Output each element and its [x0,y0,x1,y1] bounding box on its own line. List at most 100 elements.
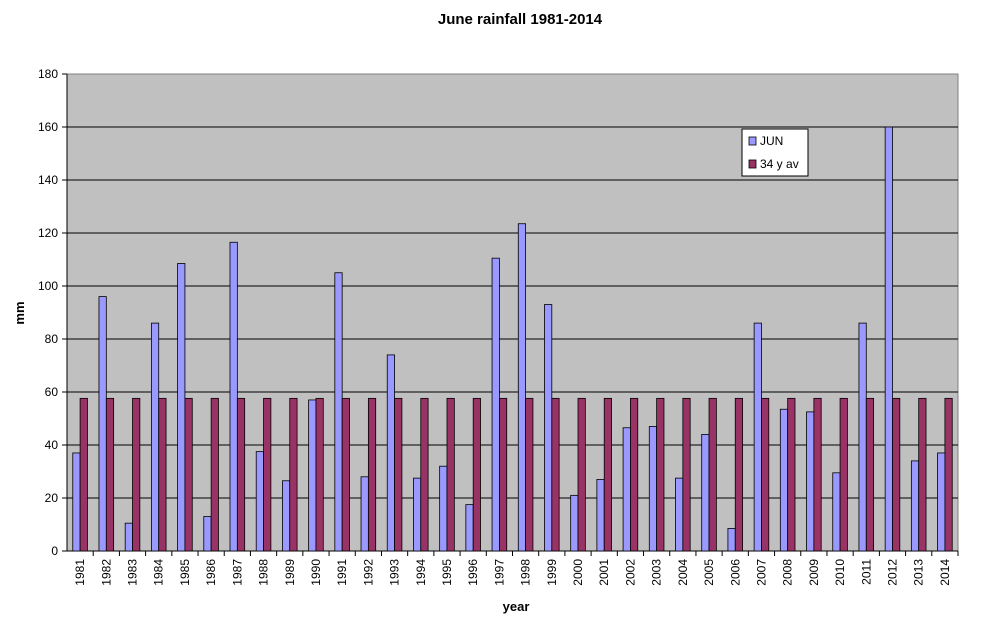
bar-average [682,397,691,552]
bar-jun [72,452,81,552]
x-tick-label: 2007 [754,559,768,586]
x-tick-label: 2001 [597,559,611,586]
bar-jun [727,528,736,552]
bar-average [394,397,403,552]
bar-jun [360,476,369,552]
y-tick-label: 40 [45,438,59,452]
x-tick-label: 2009 [807,559,821,586]
legend-label: 34 y av [760,157,799,171]
x-tick-label: 2011 [859,559,873,585]
bar-average [839,397,848,552]
bar-average [656,397,665,552]
x-tick-label: 1994 [414,559,428,586]
bar-jun [910,460,920,552]
bar-jun [884,126,893,552]
bar-average [892,397,901,552]
y-axis-title: mm [12,301,27,324]
bar-average [603,397,612,552]
bar-average [132,397,141,552]
bar-jun [465,504,474,552]
x-tick-label: 1998 [519,559,533,586]
bar-average [865,397,875,552]
y-tick-label: 120 [38,226,58,240]
x-tick-label: 2013 [912,559,926,586]
bar-average [420,397,429,552]
bar-jun [98,296,107,552]
bar-average [551,397,560,552]
y-tick-label: 140 [38,173,58,187]
bar-jun [255,451,264,552]
x-tick-label: 1992 [361,559,375,586]
x-tick-label: 2002 [623,559,637,586]
bar-average [105,397,115,552]
bar-average [761,397,770,552]
bar-average [813,397,822,552]
x-tick-label: 1990 [309,559,323,586]
legend-label: JUN [760,134,783,148]
bar-average [525,397,534,552]
bar-jun [675,477,684,552]
bar-average [158,397,167,552]
bar-average [184,397,193,552]
x-tick-label: 2014 [938,559,952,586]
bar-jun [570,494,579,552]
bar-jun [150,322,160,552]
bar-jun [596,479,605,552]
legend-swatch [748,159,757,169]
x-tick-label: 2006 [728,559,742,586]
bar-jun [779,408,789,552]
x-tick-label: 1988 [257,559,271,586]
x-tick-label: 2003 [650,559,664,586]
x-tick-label: 1989 [283,559,297,586]
bar-jun [937,452,946,552]
bar-jun [622,427,631,552]
bar-average [630,397,639,552]
bar-average [944,397,953,552]
x-tick-label: 1999 [545,559,559,586]
bar-jun [124,522,133,552]
y-tick-label: 80 [45,332,59,346]
x-tick-label: 1982 [99,559,113,586]
x-tick-label: 1993 [388,559,402,586]
y-tick-label: 100 [38,279,58,293]
bar-jun [517,223,527,552]
x-tick-label: 1987 [230,559,244,586]
bar-jun [203,516,212,552]
x-tick-label: 1996 [466,559,480,586]
y-tick-label: 160 [38,120,58,134]
bar-average [787,397,796,552]
bar-average [498,397,508,552]
bar-average [446,397,455,552]
bar-jun [753,322,762,552]
plot-background [66,73,959,552]
x-tick-label: 1983 [126,559,140,586]
bar-average [236,397,246,552]
bar-jun [308,399,317,552]
bar-jun [858,322,867,552]
bar-average [367,397,377,552]
y-tick-label: 60 [45,385,59,399]
bar-average [708,397,717,552]
x-tick-label: 1984 [152,559,166,586]
x-tick-label: 2000 [571,559,585,586]
bar-jun [177,263,186,552]
x-tick-label: 2010 [833,559,847,586]
bar-average [315,397,324,552]
bar-average [210,397,219,552]
x-tick-label: 1995 [440,559,454,586]
legend: JUN 34 y av [741,128,809,177]
x-axis-title: year [503,599,530,614]
bar-average [472,397,481,552]
bar-jun [701,433,710,552]
bar-average [79,397,88,552]
chart-title: June rainfall 1981-2014 [438,11,603,28]
bar-jun [334,272,343,552]
y-tick-label: 180 [38,67,58,81]
bar-jun [386,354,395,552]
bar-jun [229,241,238,552]
x-tick-label: 2005 [702,559,716,586]
bar-jun [544,304,553,552]
x-tick-label: 1986 [204,559,218,586]
bar-jun [413,477,422,552]
y-tick-label: 20 [45,491,59,505]
